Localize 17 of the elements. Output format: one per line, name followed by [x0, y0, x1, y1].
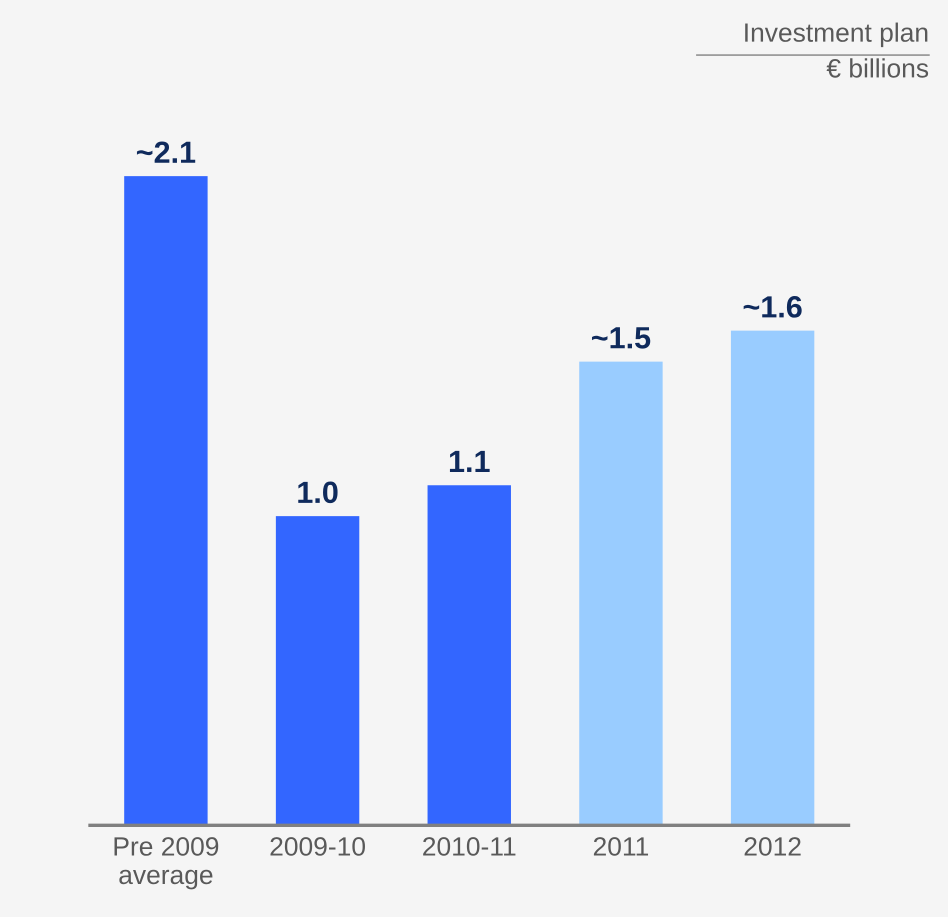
x-tick-label: 2010-11 — [423, 837, 516, 856]
x-tick-label: 2009-10 — [270, 837, 365, 856]
x-tick-label: 2011 — [594, 837, 648, 856]
chart-subtitle: € billions — [826, 58, 928, 78]
data-label: ~2.1 — [136, 141, 196, 163]
data-label: ~1.6 — [744, 296, 802, 318]
bar — [730, 330, 814, 826]
bar — [124, 176, 208, 826]
data-label: ~1.5 — [592, 327, 650, 349]
chart-title: Investment plan — [745, 22, 928, 48]
bar — [428, 485, 511, 826]
data-label: 1.0 — [298, 482, 338, 504]
x-tick-label: Pre 2009 average — [114, 837, 218, 890]
x-tick-label: 2012 — [744, 837, 801, 856]
data-label: 1.1 — [450, 450, 490, 472]
bar — [276, 516, 360, 826]
bar — [579, 362, 663, 826]
